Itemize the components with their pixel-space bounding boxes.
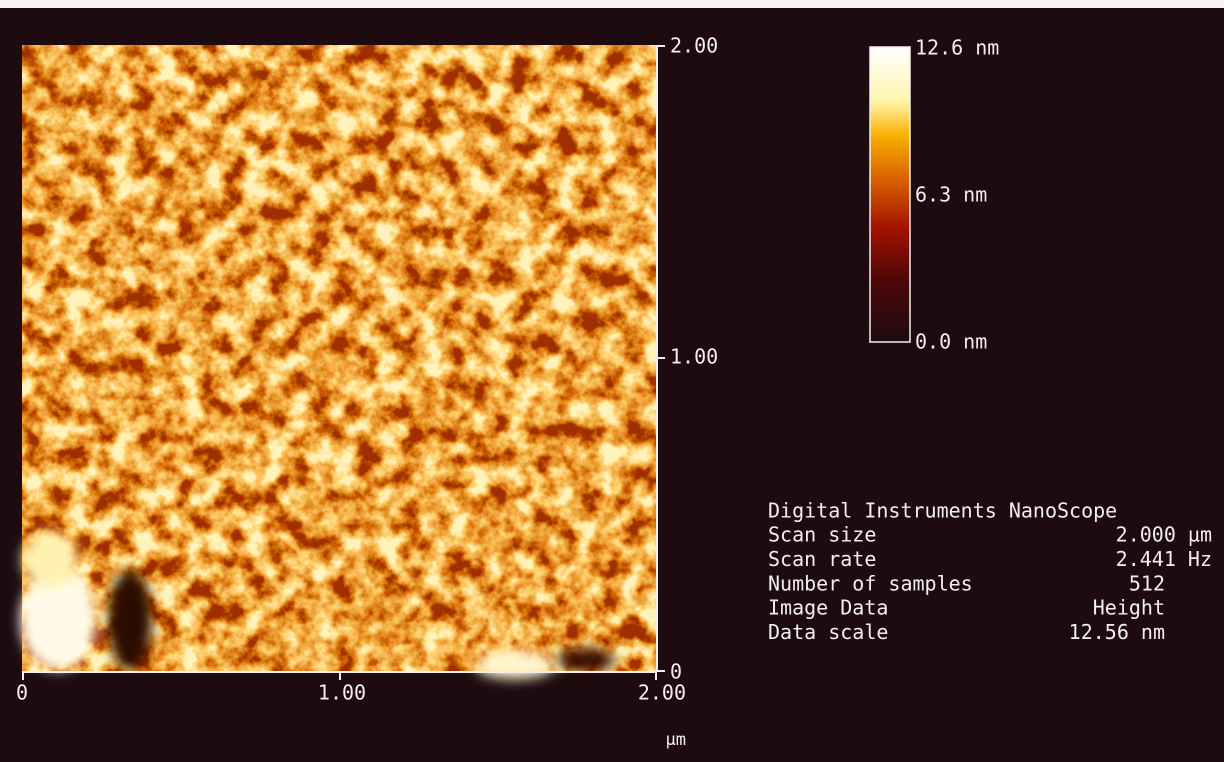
info-value: Height [1093, 596, 1165, 620]
x-tick-label: 0 [16, 681, 28, 705]
info-label: Image Data [768, 596, 888, 620]
x-tick-label: 2.00 [638, 681, 686, 705]
x-unit: µm [666, 730, 686, 750]
y-tick-label: 1.00 [670, 345, 718, 369]
info-value: 12.56 nm [1069, 620, 1165, 644]
info-label: Data scale [768, 620, 888, 644]
info-label: Scan rate [768, 547, 876, 571]
info-label: Number of samples [768, 571, 973, 595]
info-panel: Digital Instruments NanoScope Scan size 2… [768, 499, 1212, 645]
color-scale-label: 0.0 nm [915, 330, 987, 354]
info-value: 2.000 µm [1116, 523, 1212, 547]
color-scale-label: 6.3 nm [915, 183, 987, 207]
info-title: Digital Instruments NanoScope [768, 499, 1117, 523]
afm-image [20, 45, 657, 679]
info-label: Scan size [768, 523, 876, 547]
info-value: 512 [1129, 571, 1165, 595]
afm-screen: 2.00 1.00 0 0 1.00 2.00 µm 12.6 nm 6.3 n… [0, 0, 1224, 762]
info-value: 2.441 Hz [1116, 547, 1212, 571]
color-scale-bar [870, 47, 910, 342]
y-tick-label: 2.00 [670, 34, 718, 58]
color-scale-label: 12.6 nm [915, 36, 999, 60]
top-strip [0, 0, 1224, 8]
x-tick-label: 1.00 [318, 681, 366, 705]
